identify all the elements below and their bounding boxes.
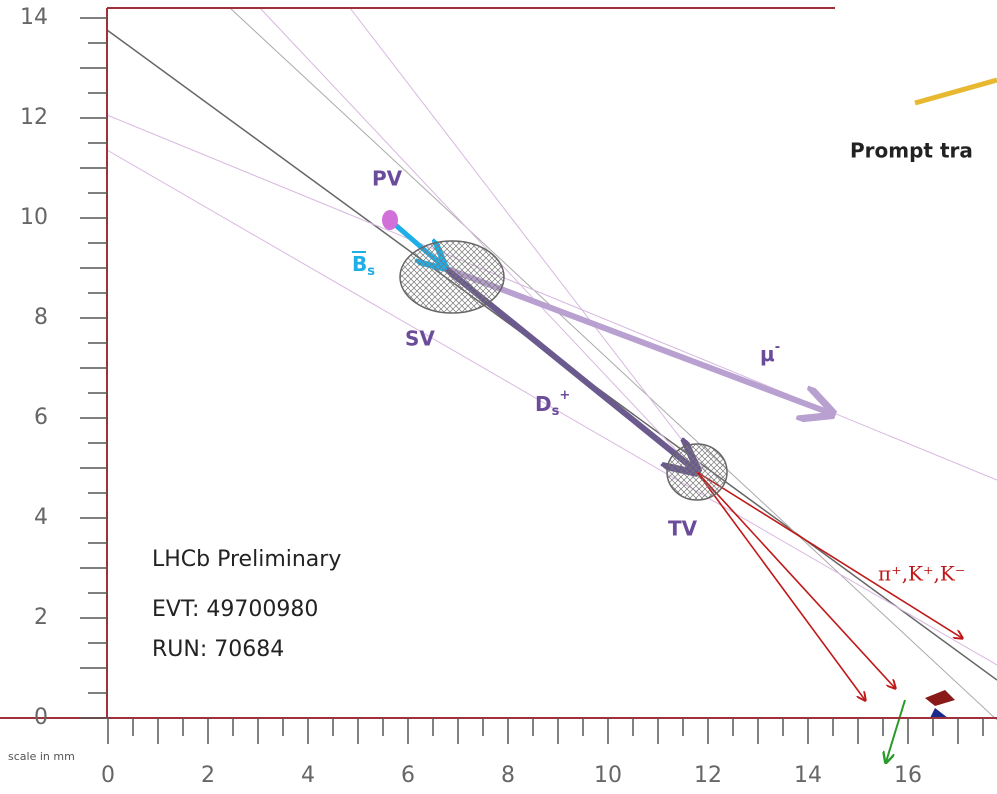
ticks: 0 2 4 6 8 10 12 14 16 0 2 4 6 8 10 12 14 xyxy=(20,5,984,788)
tv-label: TV xyxy=(668,517,698,541)
x-tick-label: 14 xyxy=(794,763,822,788)
ds-base: D xyxy=(535,392,552,416)
tracks xyxy=(106,7,997,762)
x-tick-label: 0 xyxy=(101,763,115,788)
run: RUN: 70684 xyxy=(152,637,284,662)
bs-label: Bs xyxy=(352,252,375,279)
ds-label: Ds+ xyxy=(535,388,570,419)
ds-sub: s xyxy=(552,404,560,419)
bs-sub: s xyxy=(367,264,375,279)
x-tick-label: 10 xyxy=(594,763,622,788)
collab: LHCb Preliminary xyxy=(152,547,341,572)
y-tick-label: 0 xyxy=(34,705,48,730)
x-tick-label: 16 xyxy=(894,763,922,788)
mu-base: μ xyxy=(760,342,775,366)
y-tick-label: 10 xyxy=(20,205,48,230)
prompt-label: Prompt tra xyxy=(850,139,973,163)
axes-icon xyxy=(930,708,948,718)
y-tick-label: 12 xyxy=(20,105,48,130)
sv-label: SV xyxy=(405,327,435,351)
x-tick-label: 2 xyxy=(201,763,215,788)
x-tick-label: 4 xyxy=(301,763,315,788)
x-tick-label: 8 xyxy=(501,763,515,788)
scale-label: scale in mm xyxy=(8,750,75,763)
y-tick-label: 8 xyxy=(34,305,48,330)
frame xyxy=(0,7,997,719)
axes-icon xyxy=(925,690,955,706)
mu-sup: - xyxy=(775,340,780,355)
pv-dot xyxy=(382,210,398,230)
tv-ellipse xyxy=(666,443,728,501)
y-tick-label: 2 xyxy=(34,605,48,630)
bs-base: B xyxy=(352,252,367,276)
x-tick-label: 6 xyxy=(401,763,415,788)
ds-sup: + xyxy=(559,388,570,403)
event: EVT: 49700980 xyxy=(152,597,318,622)
y-tick-label: 4 xyxy=(34,505,48,530)
sv-ellipse xyxy=(399,240,505,314)
y-tick-label: 14 xyxy=(20,5,48,30)
y-tick-label: 6 xyxy=(34,405,48,430)
mu-label: μ- xyxy=(760,340,780,366)
pv-label: PV xyxy=(372,167,403,191)
daughters-label: π⁺,K⁺,K⁻ xyxy=(878,562,965,586)
x-tick-label: 12 xyxy=(694,763,722,788)
